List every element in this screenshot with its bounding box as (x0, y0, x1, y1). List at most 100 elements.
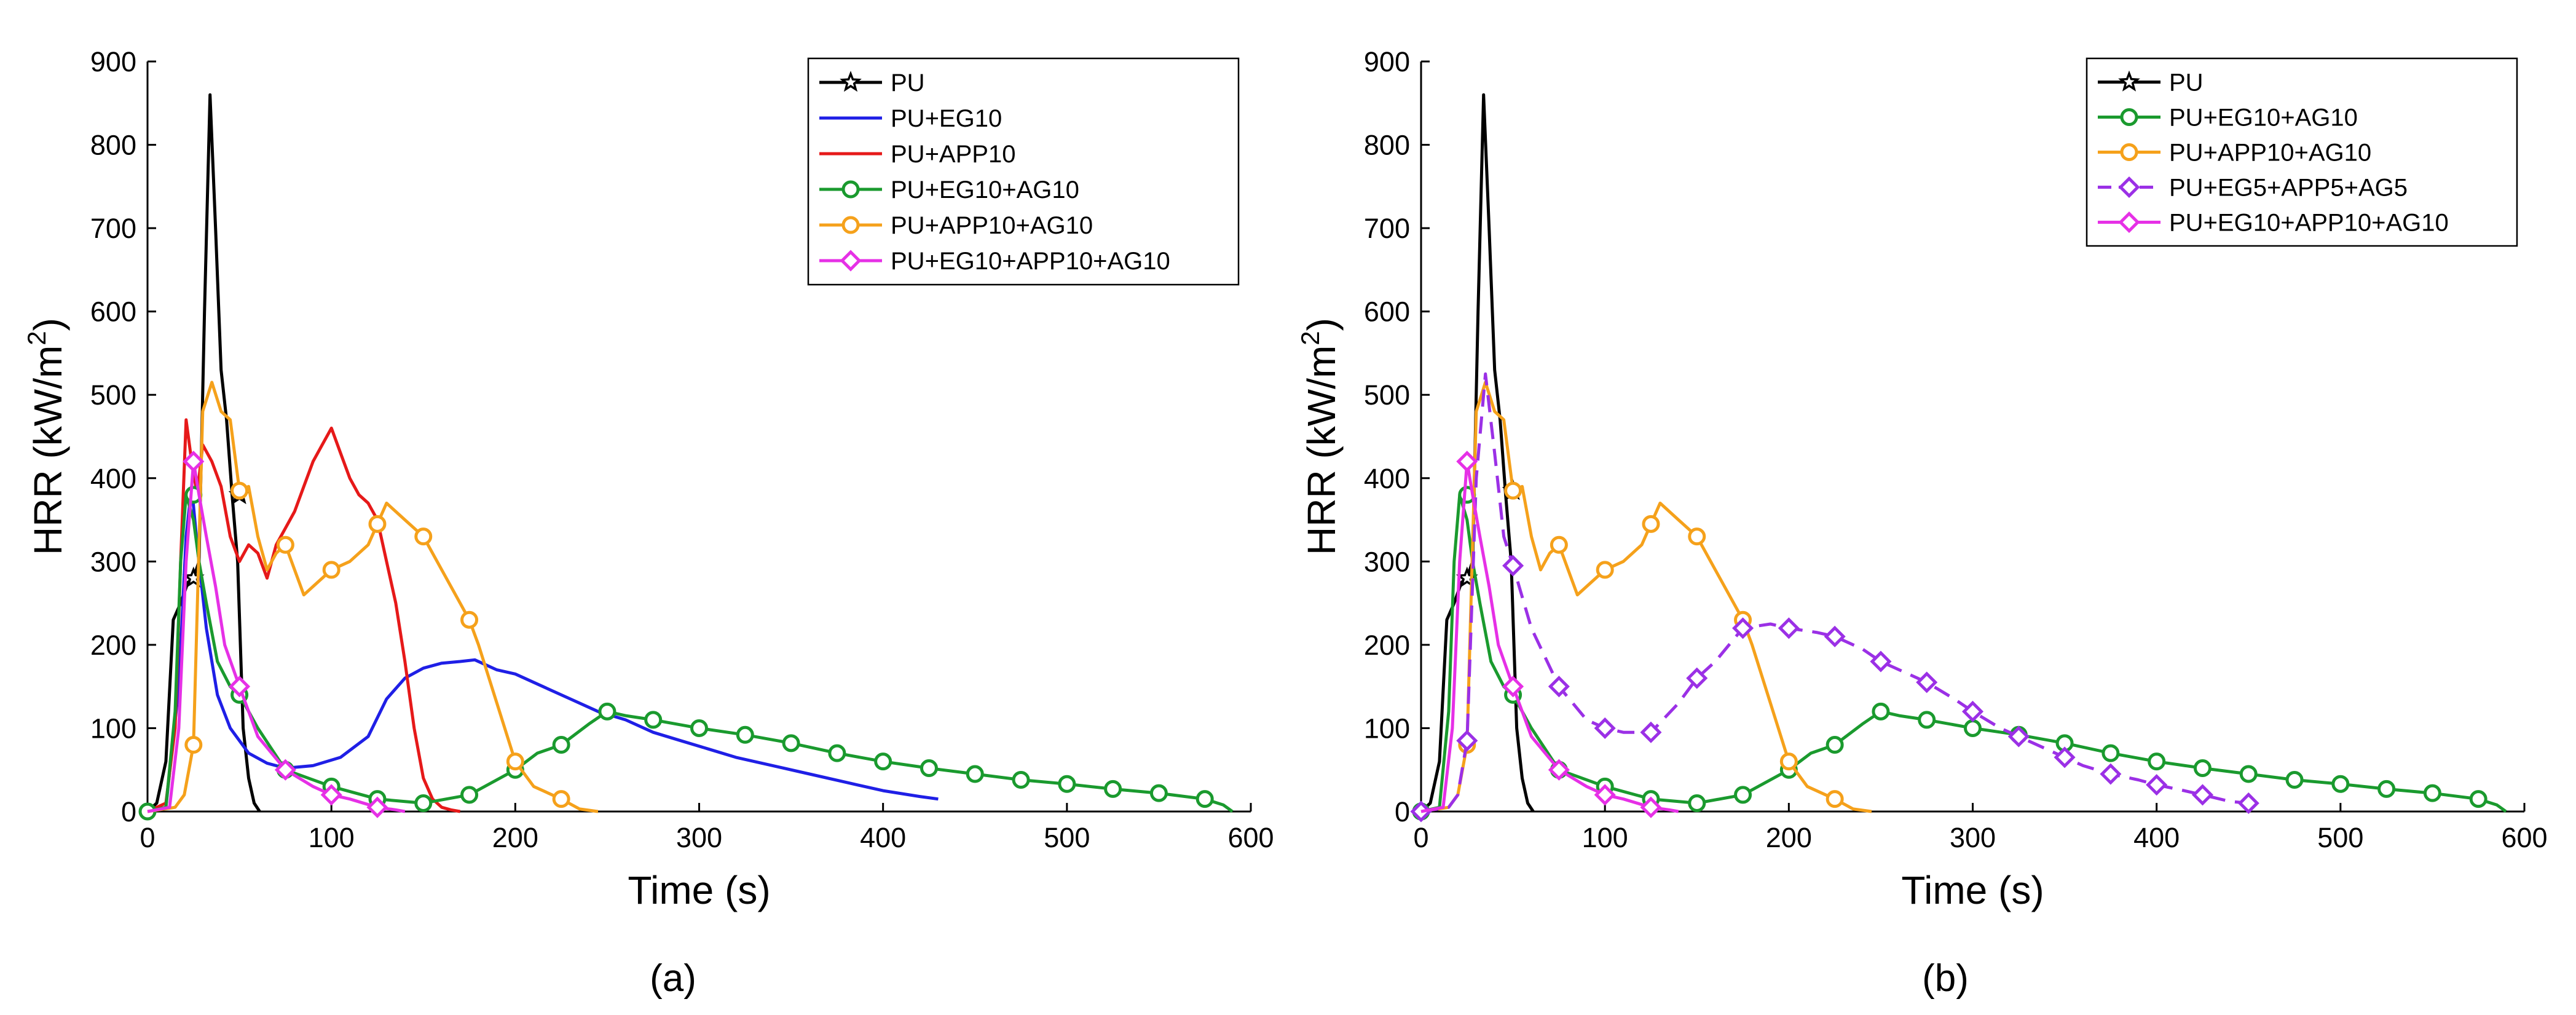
data-point-pu-eg10-ag10 (2101, 744, 2120, 762)
x-axis-label: Time (s) (1901, 868, 2044, 912)
data-point-pu-app10-ag10 (184, 736, 203, 754)
data-point-pu-eg10-ag10 (828, 744, 846, 762)
data-point-pu-eg5-app5-ag5 (1870, 650, 1892, 673)
y-axis-label-superscript: 2 (22, 331, 51, 345)
series-line-pu (1420, 93, 1535, 813)
data-point-pu-eg10-ag10 (2423, 784, 2441, 802)
y-tick-label: 300 (1364, 546, 1410, 577)
data-point-pu-eg5-app5-ag5 (1456, 730, 1478, 752)
data-point-pu-eg10-ag10 (598, 702, 616, 721)
y-tick-label: 600 (1364, 296, 1410, 328)
series-pu-eg5-app5-ag5 (1410, 372, 2259, 823)
legend-marker-pu-eg10-app10-ag10 (2118, 211, 2140, 234)
data-point-pu-eg10-ag10 (2331, 775, 2350, 793)
x-axis-label: Time (s) (628, 868, 770, 912)
data-point-pu-app10-ag10 (414, 527, 433, 546)
y-tick-label: 700 (1364, 213, 1410, 244)
legend-marker-pu-eg5-app5-ag5 (2118, 176, 2140, 199)
panel-b-chart: 0 100 200 300 400 500 600 0 100 200 300 400 500 600 70… (1296, 46, 2548, 912)
series-line-pu-eg10 (147, 484, 939, 813)
legend-label-pu-app10: PU+APP10 (891, 141, 1015, 168)
y-tick-label: 400 (1364, 463, 1410, 494)
data-point-pu-eg10-ag10 (552, 736, 570, 754)
data-point-pu-app10-ag10 (276, 535, 294, 554)
data-point-pu-eg10-ag10 (1149, 784, 1168, 802)
x-tick-label: 200 (1766, 822, 1812, 853)
data-point-pu-eg10-ag10 (1872, 702, 1890, 721)
data-point-pu-eg10-ag10 (2377, 780, 2396, 798)
data-point-pu-eg10-app10-ag10 (274, 759, 296, 781)
data-point-pu-eg10-app10-ag10 (1640, 796, 1662, 818)
panel-a-chart: 0 100 200 300 400 500 600 0 100 200 300 400 500 600 70… (22, 46, 1274, 912)
y-axis-label-base: HRR (kW/m (26, 346, 70, 555)
legend-label-pu-eg5-app5-ag5: PU+EG5+APP5+AG5 (2169, 175, 2408, 202)
legend-label-pu-eg10-ag10: PU+EG10+AG10 (2169, 105, 2358, 132)
panel-label-a: (a) (650, 957, 696, 1000)
y-tick-label: 0 (1395, 796, 1410, 827)
data-point-pu-app10-ag10 (506, 752, 524, 771)
data-point-pu-eg10-ag10 (736, 725, 754, 744)
y-tick-label: 500 (90, 379, 136, 411)
data-point-pu-eg10-ag10 (1918, 711, 1936, 729)
data-point-pu-eg5-app5-ag5 (2237, 792, 2259, 814)
data-point-pu-eg10-ag10 (1734, 786, 1752, 804)
data-point-pu-eg5-app5-ag5 (1732, 617, 1754, 639)
x-tick-label: 200 (492, 822, 538, 853)
series-line-pu-eg10-ag10 (147, 493, 1234, 813)
data-point-pu-app10-ag10 (1504, 481, 1522, 500)
x-tick-label: 500 (2317, 822, 2363, 853)
data-point-pu-eg10-ag10 (874, 752, 892, 771)
x-tick-label: 600 (2501, 822, 2547, 853)
data-point-pu-app10-ag10 (1688, 527, 1706, 546)
x-tick-label: 300 (1950, 822, 1996, 853)
y-tick-label: 800 (1364, 130, 1410, 161)
data-point-pu-eg10-app10-ag10 (366, 796, 388, 818)
data-point-pu-eg10-ag10 (920, 759, 938, 778)
data-point-pu-eg10-ag10 (414, 794, 433, 812)
data-point-pu-eg5-app5-ag5 (1640, 721, 1662, 743)
x-tick-label: 0 (1413, 822, 1428, 853)
data-point-pu-eg10-app10-ag10 (320, 784, 342, 806)
y-axis-label: HRR (kW/m2) (22, 318, 70, 555)
legend-marker-pu (840, 71, 862, 92)
data-point-pu-eg5-app5-ag5 (1778, 617, 1800, 639)
y-axis-label: HRR (kW/m2) (1296, 318, 1344, 555)
legend: PU PU+EG10 PU+APP10 PU+EG10+AG10 PU+APP10+AG… (807, 57, 1240, 286)
data-point-pu-eg5-app5-ag5 (2191, 784, 2213, 806)
y-tick-label: 300 (90, 546, 136, 577)
legend-label-pu-app10-ag10: PU+APP10+AG10 (2169, 140, 2371, 167)
y-axis-label-close: ) (26, 318, 70, 331)
legend-marker-pu (2118, 70, 2140, 92)
data-point-pu-eg5-app5-ag5 (1548, 676, 1570, 698)
data-point-pu-eg10-ag10 (460, 786, 479, 804)
series-pu-app10-ag10 (1420, 381, 1872, 813)
data-point-pu-app10-ag10 (230, 481, 249, 500)
data-point-pu-eg10-ag10 (966, 765, 984, 783)
legend: PU PU+EG10+AG10 PU+APP10+AG10 PU+EG5+APP5+A… (2086, 57, 2518, 247)
legend-marker-pu-app10-ag10 (841, 216, 860, 234)
data-point-pu-eg10-ag10 (1826, 736, 1844, 754)
series-pu-eg10-ag10 (1412, 486, 2507, 821)
panel-label-b: (b) (1922, 957, 1969, 1000)
data-point-pu-eg5-app5-ag5 (1594, 717, 1616, 739)
legend-label-pu: PU (891, 69, 925, 97)
data-point-pu-eg10-ag10 (2193, 759, 2212, 778)
y-tick-label: 900 (90, 46, 136, 77)
x-tick-label: 300 (676, 822, 722, 853)
data-point-pu-eg5-app5-ag5 (1502, 555, 1524, 577)
series-pu-eg10-app10-ag10 (147, 451, 406, 818)
data-point-pu-eg10-app10-ag10 (229, 676, 251, 698)
x-tick-label: 100 (1582, 822, 1628, 853)
data-point-pu-eg10-ag10 (1058, 775, 1076, 793)
legend-label-pu-app10-ag10: PU+APP10+AG10 (891, 212, 1093, 239)
legend-marker-pu-eg10-app10-ag10 (840, 250, 862, 272)
data-point-pu-eg10-app10-ag10 (183, 451, 205, 473)
data-point-pu-eg10-ag10 (2285, 770, 2304, 789)
x-tick-label: 400 (2133, 822, 2180, 853)
data-point-pu-eg5-app5-ag5 (1686, 667, 1708, 689)
data-point-pu-eg5-app5-ag5 (2146, 774, 2168, 796)
y-tick-label: 500 (1364, 379, 1410, 411)
y-tick-label: 100 (1364, 713, 1410, 744)
data-point-pu-eg10-app10-ag10 (1594, 784, 1616, 806)
